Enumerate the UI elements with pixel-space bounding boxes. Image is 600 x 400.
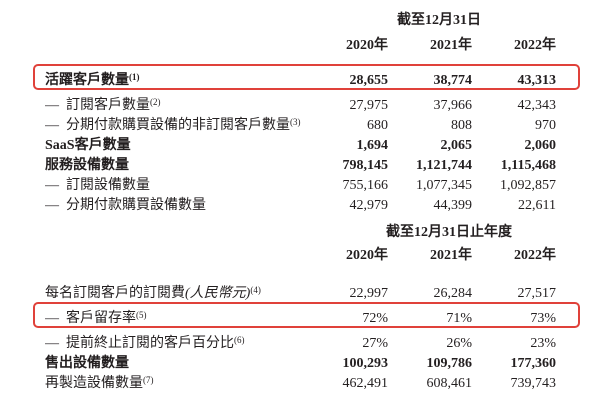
footnote-sup: (7) bbox=[143, 375, 154, 385]
year-header-2020: 2020年 bbox=[346, 38, 388, 53]
table-row-early-termination-pct: — 提前終止訂閱的客戶百分比(6) 27% 26% 23% bbox=[33, 330, 580, 351]
dash-prefix: — bbox=[45, 98, 59, 113]
value-cell: 462,491 bbox=[342, 376, 389, 391]
value-cell: 73% bbox=[530, 311, 556, 326]
value-cell: 680 bbox=[367, 118, 388, 133]
value-cell: 44,399 bbox=[433, 198, 473, 213]
value-cell: 72% bbox=[362, 311, 388, 326]
row-label: 每名訂閱客戶的訂閱費(人民幣元)(4) bbox=[45, 280, 304, 304]
table-row-saas-customers: SaaS客戶數量 1,694 2,065 2,060 bbox=[33, 132, 580, 153]
year-header-row: 2020年 2021年 2022年 bbox=[33, 36, 580, 56]
row-label: 售出設備數量 bbox=[45, 350, 304, 374]
value-cell: 1,694 bbox=[356, 138, 389, 153]
row-label-text: 訂閱設備數量 bbox=[66, 178, 150, 193]
row-label-text: 再製造設備數量 bbox=[45, 376, 143, 391]
value-cell: 27,517 bbox=[517, 286, 557, 301]
row-label: — 分期付款購買設備數量 bbox=[45, 192, 304, 216]
year-header-2020: 2020年 bbox=[346, 248, 388, 263]
row-label: — 客戶留存率(5) bbox=[45, 304, 304, 330]
value-cell: 2,060 bbox=[524, 138, 557, 153]
footnote-sup: (1) bbox=[129, 72, 140, 82]
dash-prefix: — bbox=[45, 336, 59, 351]
value-cell: 26% bbox=[446, 336, 472, 351]
value-cell: 22,611 bbox=[518, 198, 556, 213]
value-cell: 71% bbox=[446, 311, 472, 326]
value-cell: 1,121,744 bbox=[416, 158, 472, 173]
row-label: — 分期付款購買設備的非訂閱客戶數量(3) bbox=[45, 112, 304, 136]
row-label-text: 提前終止訂閱的客戶百分比 bbox=[66, 336, 234, 351]
value-cell: 26,284 bbox=[433, 286, 473, 301]
value-cell: 37,966 bbox=[433, 98, 473, 113]
year-header-2021: 2021年 bbox=[430, 248, 472, 263]
row-label-text: 分期付款購買設備數量 bbox=[66, 198, 206, 213]
table-row-subscription-devices: — 訂閱設備數量 755,166 1,077,345 1,092,857 bbox=[33, 172, 580, 193]
value-cell: 1,077,345 bbox=[416, 178, 472, 193]
table-row-active-customers: 活躍客戶數量(1) 28,655 38,774 43,313 bbox=[33, 64, 580, 90]
year-header-2021: 2021年 bbox=[430, 38, 472, 53]
value-cell: 755,166 bbox=[342, 178, 389, 193]
row-label-text: 客戶留存率 bbox=[66, 311, 136, 326]
footnote-sup: (6) bbox=[234, 335, 245, 345]
value-cell: 22,997 bbox=[349, 286, 389, 301]
row-label-text: SaaS客戶數量 bbox=[45, 138, 131, 153]
row-label: 服務設備數量 bbox=[45, 152, 304, 176]
value-cell: 2,065 bbox=[440, 138, 473, 153]
value-cell: 1,092,857 bbox=[500, 178, 556, 193]
table-row-remanufactured-devices: 再製造設備數量(7) 462,491 608,461 739,743 bbox=[33, 370, 580, 391]
footnote-sup: (2) bbox=[150, 97, 161, 107]
footnote-sup: (5) bbox=[136, 310, 147, 320]
row-label-currency-note: (人民幣元) bbox=[185, 286, 251, 301]
value-cell: 608,461 bbox=[426, 376, 473, 391]
value-cell: 100,293 bbox=[342, 356, 389, 371]
value-cell: 42,343 bbox=[517, 98, 557, 113]
value-cell: 38,774 bbox=[433, 73, 473, 88]
period-header: 截至12月31日 bbox=[397, 13, 481, 28]
period-header: 截至12月31日止年度 bbox=[386, 225, 512, 240]
value-cell: 177,360 bbox=[510, 356, 557, 371]
row-label: 再製造設備數量(7) bbox=[45, 370, 304, 394]
dash-prefix: — bbox=[45, 311, 59, 326]
table-row-customer-retention-rate: — 客戶留存率(5) 72% 71% 73% bbox=[33, 302, 580, 328]
year-header-2022: 2022年 bbox=[514, 248, 556, 263]
table-row-devices-sold: 售出設備數量 100,293 109,786 177,360 bbox=[33, 350, 580, 371]
year-header-row: 2020年 2021年 2022年 bbox=[33, 246, 580, 266]
value-cell: 1,115,468 bbox=[500, 158, 556, 173]
row-label: — 訂閱客戶數量(2) bbox=[45, 92, 304, 116]
table-row-installment-devices: — 分期付款購買設備數量 42,979 44,399 22,611 bbox=[33, 192, 580, 213]
row-label-text: 分期付款購買設備的非訂閱客戶數量 bbox=[66, 118, 290, 133]
value-cell: 739,743 bbox=[510, 376, 557, 391]
value-cell: 42,979 bbox=[349, 198, 389, 213]
value-cell: 808 bbox=[451, 118, 472, 133]
row-label: 活躍客戶數量(1) bbox=[45, 66, 304, 92]
dash-prefix: — bbox=[45, 118, 59, 133]
row-label-text: 訂閱客戶數量 bbox=[66, 98, 150, 113]
table-row-serviced-devices: 服務設備數量 798,145 1,121,744 1,115,468 bbox=[33, 152, 580, 173]
footnote-sup: (4) bbox=[250, 285, 261, 295]
row-label-text: 活躍客戶數量 bbox=[45, 73, 129, 88]
year-header-2022: 2022年 bbox=[514, 38, 556, 53]
table-row-subscription-fee: 每名訂閱客戶的訂閱費(人民幣元)(4) 22,997 26,284 27,517 bbox=[33, 280, 580, 301]
value-cell: 27,975 bbox=[349, 98, 389, 113]
value-cell: 23% bbox=[530, 336, 556, 351]
value-cell: 27% bbox=[362, 336, 388, 351]
value-cell: 109,786 bbox=[426, 356, 473, 371]
dash-prefix: — bbox=[45, 198, 59, 213]
table-row-subscription-customers: — 訂閱客戶數量(2) 27,975 37,966 42,343 bbox=[33, 92, 580, 113]
row-label: SaaS客戶數量 bbox=[45, 132, 304, 156]
row-label-text: 服務設備數量 bbox=[45, 158, 129, 173]
customer-metrics-table: 截至12月31日 2020年 2021年 2022年 活躍客戶數量(1) 28,… bbox=[33, 12, 580, 213]
row-label-text: 每名訂閱客戶的訂閱費 bbox=[45, 286, 185, 301]
table-row-installment-nonsub-customers: — 分期付款購買設備的非訂閱客戶數量(3) 680 808 970 bbox=[33, 112, 580, 133]
dash-prefix: — bbox=[45, 178, 59, 193]
value-cell: 798,145 bbox=[342, 158, 389, 173]
footnote-sup: (3) bbox=[290, 117, 301, 127]
row-label-text: 售出設備數量 bbox=[45, 356, 129, 371]
value-cell: 43,313 bbox=[517, 73, 557, 88]
value-cell: 970 bbox=[535, 118, 556, 133]
value-cell: 28,655 bbox=[349, 73, 389, 88]
row-label: — 提前終止訂閱的客戶百分比(6) bbox=[45, 330, 304, 354]
subscription-metrics-table: 截至12月31日止年度 2020年 2021年 2022年 每名訂閱客戶的訂閱費… bbox=[33, 224, 580, 391]
row-label: — 訂閱設備數量 bbox=[45, 172, 304, 196]
